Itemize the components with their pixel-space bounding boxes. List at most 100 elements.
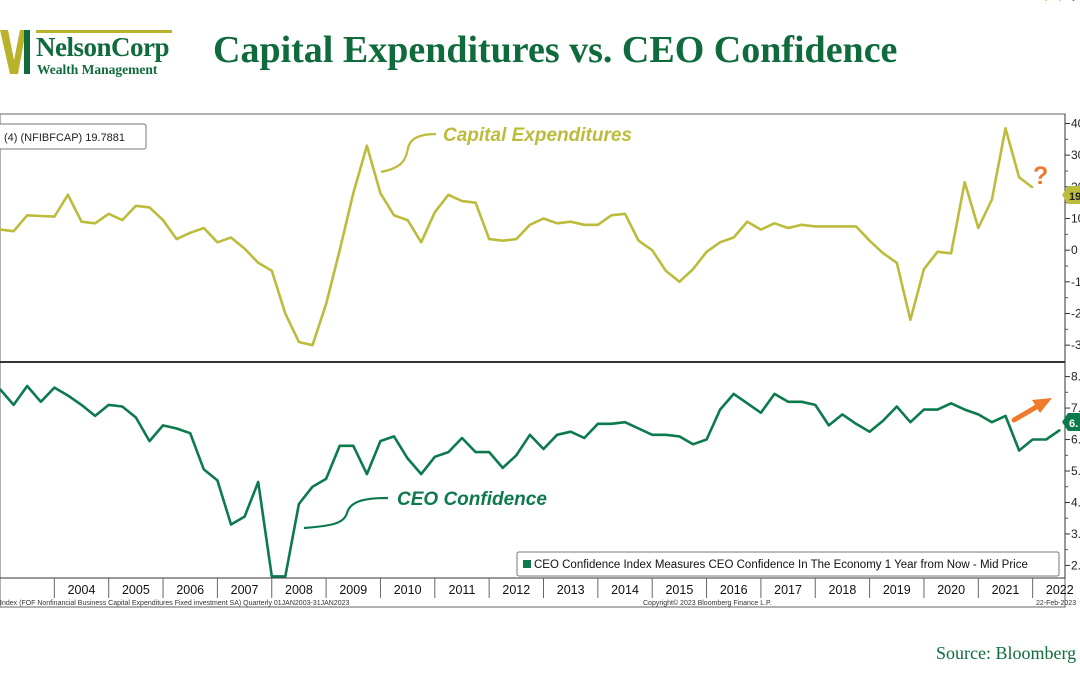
footer-copyright: Copyright© 2023 Bloomberg Finance L.P. [643,599,772,607]
ceo-point [406,457,409,460]
y-tick-label: 10 [1071,212,1080,226]
ceo-point [393,435,395,438]
x-year-label: 2017 [774,583,802,597]
ceo-point [732,392,735,395]
capex-point [719,241,722,244]
capex-point [338,249,341,252]
chart-frame [0,113,1066,608]
ceo-point [121,405,124,408]
capex-series-line [0,127,1034,347]
x-year-label: 2021 [992,583,1020,597]
y-tick-label: 40 [1071,117,1080,131]
ceo-point [705,438,708,441]
x-year-label: 2005 [122,583,150,597]
x-year-label: 2010 [394,583,422,597]
ceo-point [1031,438,1034,441]
ceo-point [1058,429,1061,431]
capex-annotation: Capital Expenditures [443,125,632,146]
capex-point [270,269,273,272]
ceo-point [501,466,504,469]
capex-point [461,200,463,202]
ceo-point [882,419,885,422]
capex-point [0,228,1,231]
ceo-point [420,473,423,476]
ceo-point [365,473,368,476]
capex-point [134,204,137,207]
y-tick-label: -10 [1071,275,1080,289]
ceo-point [773,392,776,395]
capex-point [800,223,803,226]
ceo-point [569,430,572,433]
capex-point [773,222,776,225]
y-tick-label: 6. [1071,433,1080,447]
ceo-point [895,405,898,408]
capex-point [746,220,749,223]
capex-last-value: 19 [1069,191,1080,203]
capex-point [977,227,980,229]
ceo-point [243,515,246,518]
ceo-point [338,444,341,447]
capex-point [664,269,667,272]
ceo-point [284,575,287,578]
ceo-point [692,443,694,446]
logo-name: NelsonCorp [36,32,170,62]
capex-point [855,225,857,228]
capex-point [80,220,83,223]
capex-point [257,261,260,264]
x-year-label: 2016 [720,583,748,597]
ceo-point [651,433,654,436]
y-tick-label: 0 [1071,243,1078,257]
capex-point [202,227,205,229]
capex-point [882,252,885,255]
ceo-point [257,481,260,483]
capex-point [94,222,97,225]
capex-point [148,206,151,209]
ceo-point [270,575,273,578]
logo-w-mark-icon [0,30,30,74]
capex-point [53,215,56,218]
ceo-point [216,479,219,482]
x-year-label: 2007 [231,583,259,597]
ceo-point [868,430,871,433]
capex-point [936,250,939,253]
capex-point [352,192,355,195]
x-year-label: 2019 [883,583,911,597]
capex-point [325,303,327,305]
ceo-point [325,477,327,480]
ceo-point [80,404,83,406]
capex-point [488,238,491,240]
capex-point [189,231,192,234]
ceo-point [94,415,97,417]
capex-point [692,268,694,271]
capex-point [515,238,518,240]
x-year-label: 2004 [68,583,96,597]
ceo-point [678,435,681,438]
capex-point [379,192,382,195]
capex-point [569,220,572,223]
ceo-legend: CEO Confidence Index Measures CEO Confid… [516,551,1060,577]
ceo-point [26,385,29,387]
x-year-label: 2009 [339,583,367,597]
capex-point [393,214,395,217]
ceo-point [352,444,355,447]
y-tick-label: 30 [1071,148,1080,162]
ceo-point [963,408,966,411]
capex-point [243,247,246,250]
capex-point [474,201,477,204]
capex-point [583,223,586,226]
capex-point [610,214,613,217]
capex-annotation-connector [380,132,437,174]
capex-point [950,252,953,255]
orange-up-arrow-icon [1011,398,1052,423]
ceo-annotation-connector [303,496,389,530]
capex-point [678,280,681,283]
ceo-point [827,424,830,427]
capex-point [814,225,817,228]
capex-point [67,193,69,196]
capex-point [162,219,164,221]
ceo-point [461,437,463,439]
ceo-point [624,421,626,424]
ceo-legend-swatch [523,560,531,568]
x-year-label: 2015 [665,583,693,597]
ceo-point [923,408,925,411]
